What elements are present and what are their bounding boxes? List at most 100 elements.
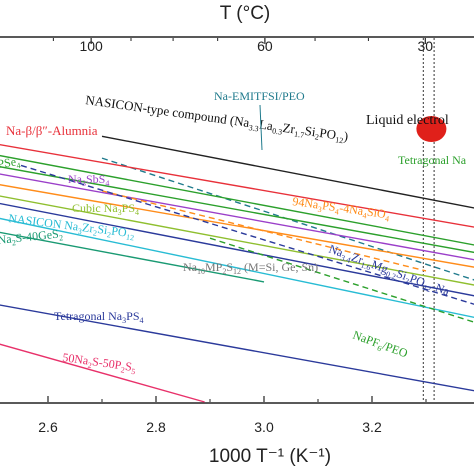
label-ges-s1: 2 [12,238,17,247]
label-nasicon-type-zr: Zr [282,120,297,137]
label-alumina: Na-β/β″-Alumnia [6,123,98,138]
label-na3sbs4-mid: SbS [86,172,105,186]
series-line [101,157,474,281]
label-na10-s3: 12 [233,267,241,276]
label-nasicon2-po: PO [111,224,128,240]
series-line [0,217,474,319]
series-line [209,237,474,323]
label-cubic-mid: PS [122,201,135,215]
series-line [0,184,474,268]
label-nasicon-type-sub1: 3.3 [248,123,259,133]
label-nasicon2-s2: 2 [92,228,97,237]
label-s50-s3: 5 [131,367,136,376]
label-pse: PSe4 [0,154,21,173]
label-nasicon-type-sub3: 1.7 [294,129,305,139]
label-cubic-s2: 4 [135,208,139,217]
series-line [0,195,474,286]
label-na10mp2s12: Na10MP2S12 (M=Si, Ge, Sn) [183,260,318,276]
label-cubic-pre: Cubic Na [72,201,118,215]
label-ges-mid: S-40GeS [15,227,60,245]
label-s50-s1: 2 [87,361,92,370]
series-line [20,164,474,305]
top-tick-label: 100 [79,38,103,54]
label-94-mid: PS [321,198,336,214]
label-na3sbs4-pre: Na [68,172,83,186]
label-tetb-mid: PS [126,309,139,323]
label-cubic-s1: 3 [118,208,122,217]
label-na10-mid2: S [226,260,233,274]
label-na10-tail: (M=Si, Ge, Sn) [241,260,318,274]
label-mg-pre: Na [327,242,346,260]
label-nasicon-type-po: PO [319,125,338,142]
label-cubic: Cubic Na3PS4 [72,201,139,217]
label-mg-po: PO [408,271,428,290]
bottom-axis-title: 1000 T⁻¹ (K⁻¹) [209,446,331,467]
series-line [0,343,205,403]
series-line [0,173,474,261]
label-na2s-40ges2: Na2S-40GeS2 [0,226,64,249]
label-mg-mg: Mg [370,257,390,276]
x-tick-label: 2.8 [146,419,166,435]
label-nasicon-type-sub2: 0.3 [272,126,283,136]
label-napf-s1: 6 [376,344,383,354]
label-napf-tail: /PEO [380,338,410,360]
liquid-electrolyte-marker [416,116,447,142]
label-nasicon-type-la: La [258,117,274,134]
label-napf6-peo: NaPF6/PEO [350,328,410,363]
label-na10-pre: Na [183,260,198,274]
label-pse-sub: 4 [16,161,21,170]
series-line [0,304,474,392]
series-labels: NASICON-type compound (Na3.3La0.3Zr1.7Si… [0,89,467,376]
label-94na3ps4: 94Na3PS4-4Na4SiO4 [291,194,390,223]
label-nasicon2-s3: 2 [106,230,111,239]
label-tetb-s1: 3 [122,316,126,325]
label-tetb-pre: Tetragonal Na [54,309,123,323]
label-mg-s5: 12 [422,283,433,294]
label-nasicon2-si: Si [97,222,109,237]
label-pse-text: PSe [0,155,17,171]
label-mg-s3: 0.2 [385,269,397,281]
x-tick-label: 3.2 [362,419,382,435]
label-mg-zr: Zr [350,250,365,267]
label-na10-s2: 2 [222,267,226,276]
label-mg-s2: 1.6 [359,260,371,272]
label-s50-tail: S [124,359,133,374]
label-94-s2: 4 [334,207,339,216]
label-s50-s2: 2 [120,365,125,374]
ticks-layer: 2.6 2.8 3.0 3.2 3 100 60 30 [38,38,433,435]
label-tetragonal-right: Tetragonal Na [398,153,467,167]
label-na3sbs4: Na3SbS4 [68,172,109,188]
label-94-s3: 4 [362,211,367,220]
emitfsi-arrow [259,104,263,151]
label-94-pre: 94Na [292,194,320,212]
label-nasicon2-s4: 12 [126,233,135,243]
label-mg-s1: 3.4 [339,253,351,265]
label-94-mid3: SiO [366,205,387,222]
x-tick-label: 3.0 [254,419,274,435]
series-line [0,202,474,297]
series-line [0,154,474,246]
label-s50-pre: 50Na [62,350,90,368]
label-94-mid2: -4Na [338,201,364,218]
label-nasicon-type-close: ) [343,128,349,143]
label-nasicon2-s1: 3 [77,227,82,236]
label-liquid-electrolyte: Liquid electrol [366,113,449,128]
label-94-s1: 3 [317,205,322,214]
series-line [0,144,474,228]
label-tetragonal-bottom: Tetragonal Na3PS4 [54,309,144,325]
label-emitfsi: Na-EMITFSI/PEO [214,89,305,103]
label-50na2s: 50Na2S-50P2S5 [61,350,137,376]
top-axis-title: T (°C) [220,3,271,24]
series-line [0,231,265,283]
label-ges-s2: 2 [59,233,64,242]
label-nasicon-type-sub5: 12 [335,135,344,145]
label-mg-s4: 2 [403,276,410,286]
series-layer [0,135,474,403]
label-na34zr16mg: Na3.4Zr1.6Mg0.2Si2PO12-Na [326,242,452,301]
top-tick-label: 60 [257,38,273,54]
label-na3sbs4-s1: 3 [82,179,86,188]
label-94-s4: 4 [384,214,389,223]
label-mg-tail: -Na [430,279,452,299]
plot-frame [0,36,474,404]
